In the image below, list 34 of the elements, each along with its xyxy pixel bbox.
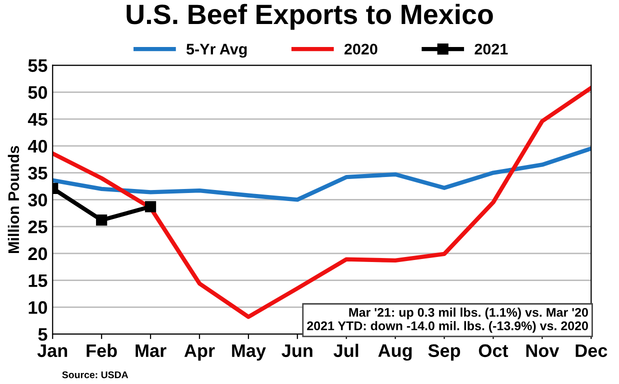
y-tick-label: 25 — [28, 220, 48, 234]
x-tick-label: Feb — [86, 344, 117, 358]
chart-title: U.S. Beef Exports to Mexico — [126, 4, 493, 30]
point — [144, 201, 156, 212]
y-tick-label: 50 — [28, 86, 48, 99]
y-tick-label: 40 — [28, 140, 48, 153]
y-tick-label: 20 — [28, 247, 48, 260]
x-tick-label: May — [232, 344, 266, 361]
source-note: Source: USDA — [62, 371, 128, 378]
legend-label: 5-Yr Avg — [186, 44, 247, 58]
y-tick-label: 45 — [28, 113, 48, 126]
legend-label: 2020 — [344, 44, 378, 55]
line-series — [52, 86, 592, 319]
line-series — [52, 146, 592, 202]
y-axis-title: Million Pounds — [8, 146, 20, 253]
y-tick-label: 30 — [28, 194, 48, 206]
x-tick-label: Nov — [526, 344, 560, 358]
x-tick-label: Jul — [334, 344, 358, 358]
x-tick-label: Jun — [282, 344, 312, 358]
x-tick-label: Jan — [37, 344, 68, 358]
x-tick-label: Mar — [136, 344, 166, 358]
annotation: Mar '21: up 0.3 mil lbs. (1.1%) vs. Mar '20 2021 YTD: down -14.0 mil. lbs. (-13.9%) vs. 2020 — [307, 308, 588, 333]
x-tick-label: Sep — [428, 344, 460, 361]
legend-label: 2021 — [474, 44, 508, 55]
x-tick-label: Apr — [184, 344, 215, 361]
y-tick-label: 10 — [28, 301, 48, 314]
y-tick-label: 55 — [28, 59, 48, 72]
x-tick-label: Aug — [378, 344, 412, 361]
y-tick-label: 5 — [38, 328, 48, 341]
y-tick-label: 15 — [28, 274, 48, 288]
x-tick-label: Oct — [478, 344, 508, 358]
x-tick-label: Dec — [576, 344, 608, 358]
y-tick-label: 35 — [28, 166, 48, 180]
point — [96, 214, 108, 226]
